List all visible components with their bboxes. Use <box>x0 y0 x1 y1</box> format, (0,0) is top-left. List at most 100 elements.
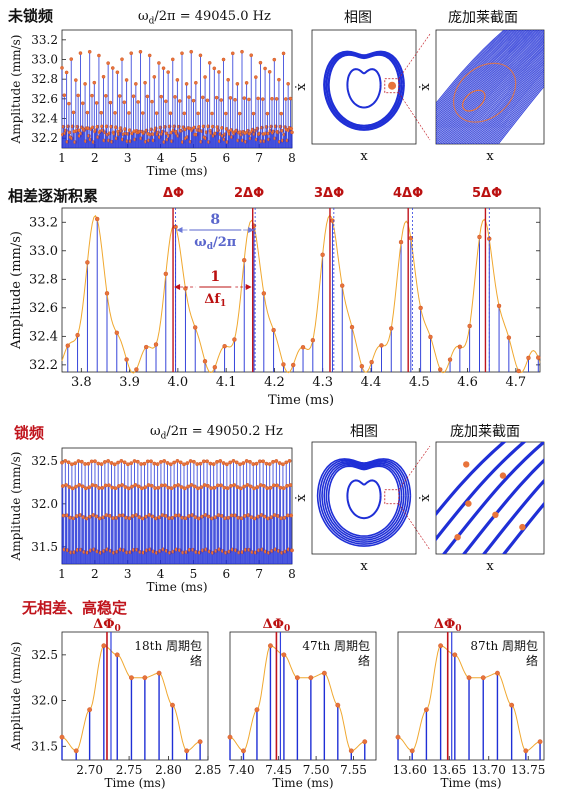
trajectory-band <box>459 44 544 144</box>
data-marker <box>506 335 512 340</box>
delta0-label: ΔΦ0 <box>263 617 291 634</box>
data-marker <box>256 96 260 101</box>
data-marker <box>111 516 116 521</box>
data-marker <box>348 748 354 754</box>
trajectory-band <box>488 74 544 144</box>
data-marker <box>136 484 141 489</box>
data-marker <box>196 486 200 491</box>
trajectory-band <box>475 60 544 144</box>
trajectory-band <box>436 30 539 144</box>
delta-label-2: 2ΔΦ <box>234 186 265 201</box>
data-marker <box>216 513 221 518</box>
data-marker <box>101 643 107 649</box>
beat-denominator: Δf1 <box>204 292 226 309</box>
data-marker <box>289 513 294 518</box>
data-marker <box>166 485 171 490</box>
plot-frame <box>61 631 209 761</box>
data-marker <box>78 513 83 517</box>
data-marker <box>467 323 472 329</box>
data-marker <box>164 99 168 104</box>
data-marker <box>207 61 212 65</box>
data-marker <box>79 459 84 464</box>
data-marker <box>106 459 111 463</box>
x-tick-label: 4 <box>157 567 165 581</box>
data-marker <box>203 75 207 79</box>
data-marker <box>236 515 241 520</box>
data-marker <box>189 483 194 487</box>
data-marker <box>457 344 463 349</box>
data-marker <box>220 514 224 518</box>
trajectory-band <box>456 41 544 144</box>
arrow-head <box>248 227 255 233</box>
trajectory-band <box>480 65 544 144</box>
inner-orbit <box>346 68 382 109</box>
data-marker <box>159 483 164 488</box>
data-marker <box>205 459 209 464</box>
x-tick-label: 13.60 <box>393 763 427 777</box>
data-marker <box>189 49 194 54</box>
data-marker <box>242 257 247 263</box>
data-marker <box>142 461 147 466</box>
data-marker <box>110 485 115 490</box>
data-marker <box>139 462 144 466</box>
data-marker <box>232 483 237 487</box>
x-tick-label: 5 <box>190 151 198 165</box>
data-marker <box>163 271 169 277</box>
orbit-path <box>323 50 405 131</box>
data-marker <box>172 460 177 465</box>
x-tick-label: 8 <box>288 151 296 165</box>
data-marker <box>119 458 124 463</box>
data-marker <box>76 93 80 98</box>
data-marker <box>93 459 97 464</box>
trajectory-band <box>470 55 544 144</box>
data-marker <box>254 75 258 79</box>
data-marker <box>87 485 92 490</box>
x-axis-label: x <box>360 149 368 164</box>
trajectory-band <box>452 38 544 144</box>
data-marker <box>138 49 143 54</box>
delta0-label: ΔΦ0 <box>434 617 462 634</box>
data-marker <box>67 101 71 106</box>
y-tick-label: 32.6 <box>29 301 58 316</box>
data-marker <box>59 734 65 740</box>
data-marker <box>92 80 97 85</box>
data-marker <box>452 652 458 658</box>
poincare-title-2: 庞加莱截面 <box>450 424 520 440</box>
data-marker <box>362 739 368 745</box>
x-axis-label: Time (ms) <box>268 393 334 408</box>
data-marker <box>480 675 486 681</box>
data-marker <box>70 486 75 491</box>
data-marker <box>289 126 294 131</box>
y-tick-label: 32.2 <box>31 131 58 145</box>
data-marker <box>210 516 214 521</box>
data-marker <box>153 486 158 490</box>
x-tick-label: 2.85 <box>195 763 222 777</box>
data-marker <box>202 359 208 364</box>
data-marker <box>140 486 144 491</box>
data-marker <box>251 111 256 116</box>
data-marker <box>215 483 220 488</box>
y-axis-label: ẋ <box>418 494 433 502</box>
data-marker <box>217 70 221 74</box>
data-marker <box>131 94 136 99</box>
data-marker <box>259 513 264 517</box>
data-marker <box>116 484 121 488</box>
data-marker <box>74 514 79 519</box>
data-marker <box>149 483 154 488</box>
data-marker <box>169 486 174 491</box>
x-tick-label: 3.9 <box>119 375 140 390</box>
trajectory-band <box>443 30 544 144</box>
data-marker <box>276 514 280 518</box>
data-marker <box>279 516 284 521</box>
data-marker <box>212 66 217 71</box>
data-marker <box>167 516 172 521</box>
trajectory-band <box>457 42 544 144</box>
data-marker <box>214 95 219 100</box>
y-tick-label: 32.0 <box>31 694 58 708</box>
data-marker <box>93 483 98 488</box>
data-marker <box>134 82 138 86</box>
data-marker <box>104 513 109 518</box>
data-marker <box>66 460 71 465</box>
data-marker <box>279 111 284 116</box>
data-marker <box>395 734 401 740</box>
